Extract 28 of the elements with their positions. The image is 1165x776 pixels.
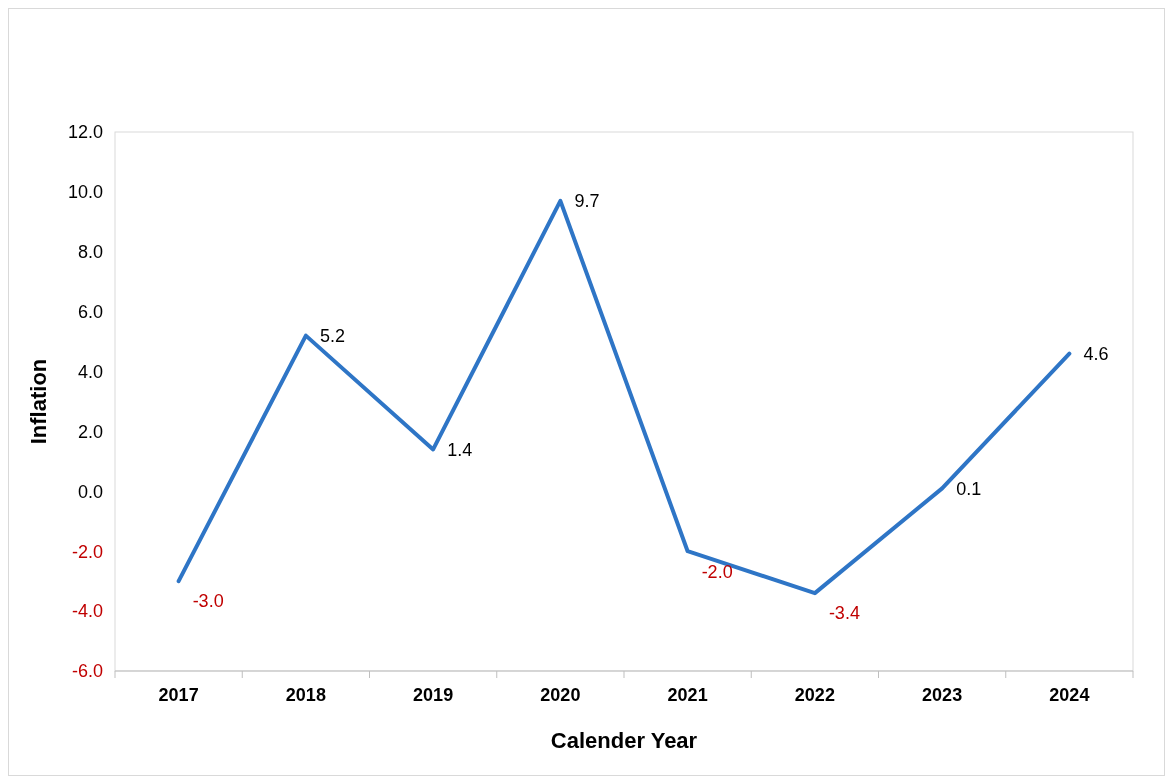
y-tick-label: 10.0 [67, 182, 103, 203]
y-tick-label: 0.0 [77, 481, 103, 502]
y-tick-label: 12.0 [67, 122, 103, 143]
x-tick-label: 2023 [922, 685, 963, 705]
y-tick-label: 4.0 [77, 361, 103, 382]
x-tick-label: 2020 [540, 685, 581, 705]
x-tick-label: 2018 [285, 685, 326, 705]
data-label: 0.1 [956, 478, 982, 499]
y-tick-label: -6.0 [71, 661, 103, 682]
x-tick-label: 2021 [667, 685, 708, 705]
data-label: -3.0 [192, 591, 224, 612]
y-tick-label: 8.0 [77, 242, 103, 263]
data-label: 5.2 [319, 325, 345, 346]
data-label: 1.4 [447, 439, 473, 460]
data-label: -3.4 [828, 603, 860, 624]
y-tick-label: -4.0 [71, 601, 103, 622]
y-tick-label: 6.0 [77, 301, 103, 322]
x-tick-label: 2022 [794, 685, 835, 705]
x-tick-label: 2019 [413, 685, 454, 705]
data-label: 9.7 [574, 191, 600, 212]
y-tick-label: -2.0 [71, 541, 103, 562]
data-label: 4.6 [1083, 343, 1109, 364]
y-tick-label: 2.0 [77, 421, 103, 442]
y-axis-title: Inflation [25, 358, 51, 445]
x-axis-title: Calender Year [550, 728, 698, 753]
x-tick-label: 2024 [1049, 685, 1090, 705]
x-tick-label: 2017 [158, 685, 199, 705]
data-label: -2.0 [701, 561, 733, 582]
